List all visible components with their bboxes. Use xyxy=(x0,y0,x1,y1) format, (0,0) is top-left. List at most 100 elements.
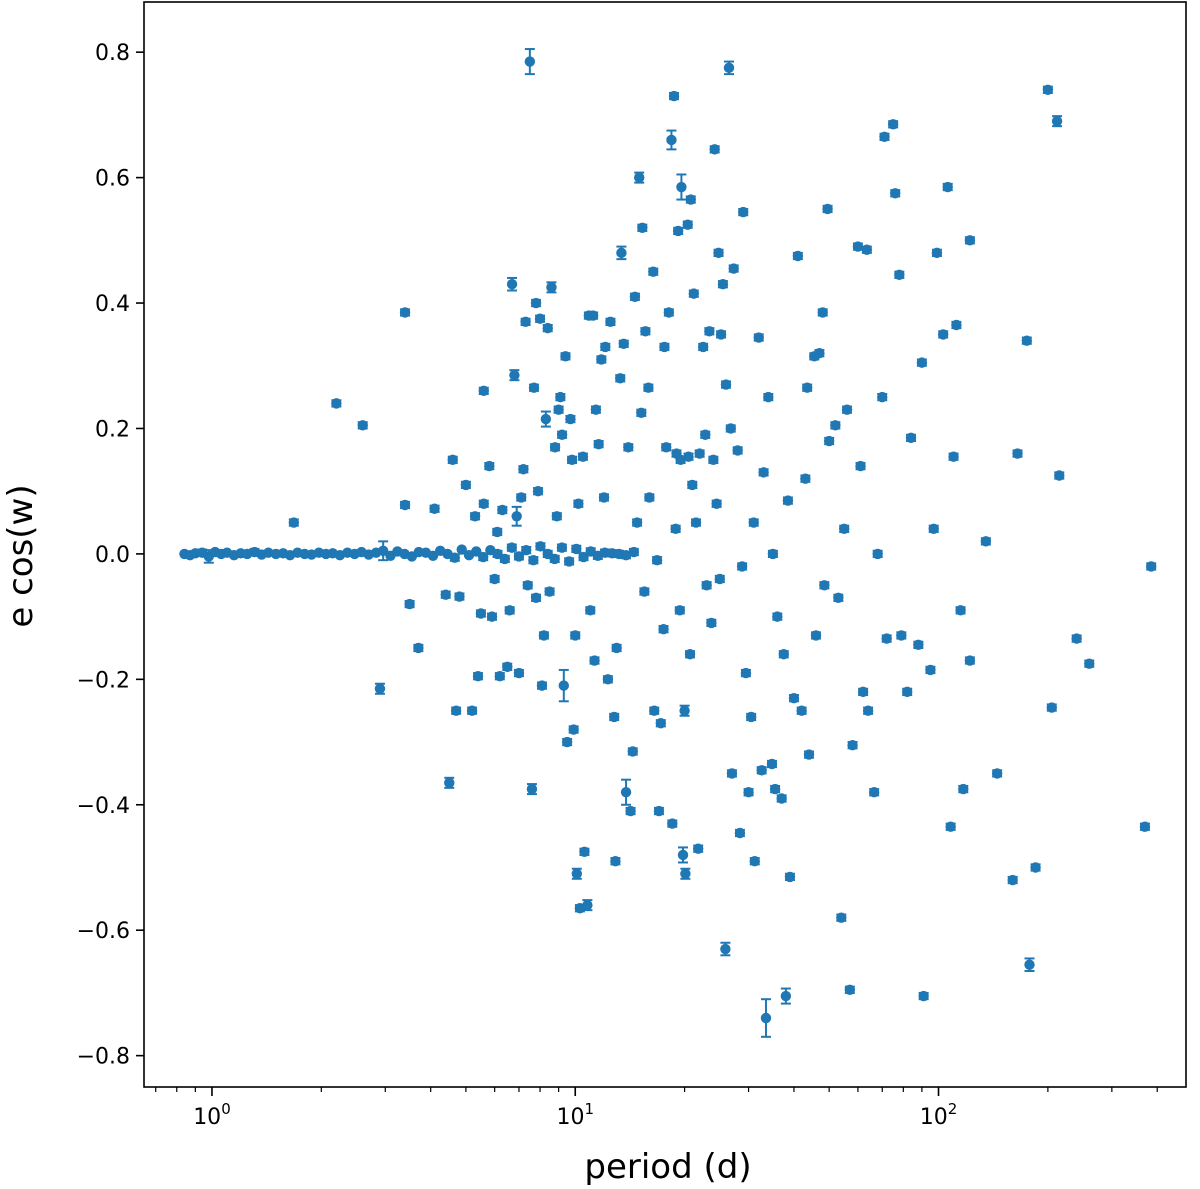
data-point xyxy=(460,479,472,491)
data-point xyxy=(713,247,724,259)
point-marker xyxy=(511,511,522,522)
point-marker xyxy=(553,404,564,415)
point-marker xyxy=(429,503,440,514)
point-marker xyxy=(852,241,864,252)
data-point xyxy=(1007,874,1018,886)
data-point xyxy=(618,338,629,350)
data-point xyxy=(782,495,794,506)
y-axis-ticks: 0.8 0.6 0.4 0.2 0.0 −0.2 −0.4 −0.6 −0.8 xyxy=(77,41,144,1070)
data-point xyxy=(687,479,698,491)
point-marker xyxy=(945,821,956,832)
point-marker xyxy=(862,705,874,716)
data-point xyxy=(726,768,738,779)
point-marker xyxy=(357,420,368,431)
data-point xyxy=(475,608,487,619)
data-point xyxy=(723,60,735,76)
data-point xyxy=(568,724,579,735)
point-marker xyxy=(528,554,539,566)
point-marker xyxy=(659,341,670,353)
data-point xyxy=(560,351,571,362)
data-point xyxy=(745,711,757,723)
data-point xyxy=(489,573,500,585)
point-marker xyxy=(714,573,726,585)
point-marker xyxy=(838,523,850,535)
point-marker xyxy=(937,329,949,340)
data-point xyxy=(600,341,611,353)
point-marker xyxy=(784,871,796,883)
point-marker xyxy=(486,611,498,622)
data-point xyxy=(608,711,620,723)
data-point xyxy=(288,517,300,528)
point-marker xyxy=(520,316,531,328)
point-marker xyxy=(648,266,659,277)
y-tick-label: 0.4 xyxy=(95,292,130,317)
data-point xyxy=(668,90,680,102)
data-point xyxy=(738,206,749,218)
data-point xyxy=(649,705,660,716)
point-marker xyxy=(663,307,675,318)
data-point xyxy=(636,407,647,418)
data-point xyxy=(819,580,830,591)
data-point xyxy=(544,586,555,597)
point-marker xyxy=(600,341,611,353)
data-point xyxy=(571,543,582,555)
point-marker xyxy=(627,746,638,757)
point-marker xyxy=(692,843,704,854)
point-marker xyxy=(1071,633,1082,644)
data-point xyxy=(776,793,787,804)
data-point xyxy=(542,322,553,334)
data-point xyxy=(570,630,581,641)
data-point xyxy=(648,266,659,277)
data-point xyxy=(478,385,489,397)
data-point xyxy=(553,404,564,415)
point-marker xyxy=(1139,821,1151,832)
data-point xyxy=(530,592,542,604)
point-marker xyxy=(608,711,620,723)
point-marker xyxy=(677,849,689,861)
data-point xyxy=(518,464,529,475)
data-point xyxy=(615,373,626,384)
data-point xyxy=(623,442,634,453)
point-marker xyxy=(549,553,560,565)
point-marker xyxy=(700,429,711,440)
data-point xyxy=(717,279,729,290)
data-point xyxy=(836,912,847,923)
data-point xyxy=(711,498,722,509)
data-point xyxy=(852,241,864,252)
data-point xyxy=(506,276,518,292)
point-marker xyxy=(558,680,569,691)
data-point xyxy=(861,244,873,255)
data-point xyxy=(499,553,511,565)
data-point xyxy=(506,542,518,553)
point-marker xyxy=(772,611,783,622)
data-point xyxy=(450,705,462,716)
point-marker xyxy=(948,451,959,462)
data-point xyxy=(627,746,638,757)
point-marker xyxy=(951,319,962,331)
data-point xyxy=(528,554,539,566)
point-marker xyxy=(521,544,532,556)
data-point xyxy=(667,818,678,829)
data-point xyxy=(841,404,853,415)
point-marker xyxy=(670,523,681,535)
data-point xyxy=(502,661,513,672)
data-point xyxy=(571,867,583,880)
point-marker xyxy=(440,589,451,600)
point-marker xyxy=(1012,448,1023,459)
data-point xyxy=(692,843,704,854)
point-marker xyxy=(776,793,787,804)
point-marker xyxy=(788,692,800,704)
data-point xyxy=(640,326,651,337)
data-point xyxy=(651,554,663,566)
point-marker xyxy=(544,586,555,597)
data-point xyxy=(872,548,883,560)
data-point xyxy=(561,736,573,748)
point-marker xyxy=(374,683,386,694)
data-point xyxy=(596,354,607,365)
data-point xyxy=(810,630,822,641)
point-marker xyxy=(887,119,899,130)
point-marker xyxy=(964,655,976,666)
point-marker xyxy=(530,297,542,309)
point-marker xyxy=(596,354,607,365)
data-point xyxy=(697,341,709,353)
